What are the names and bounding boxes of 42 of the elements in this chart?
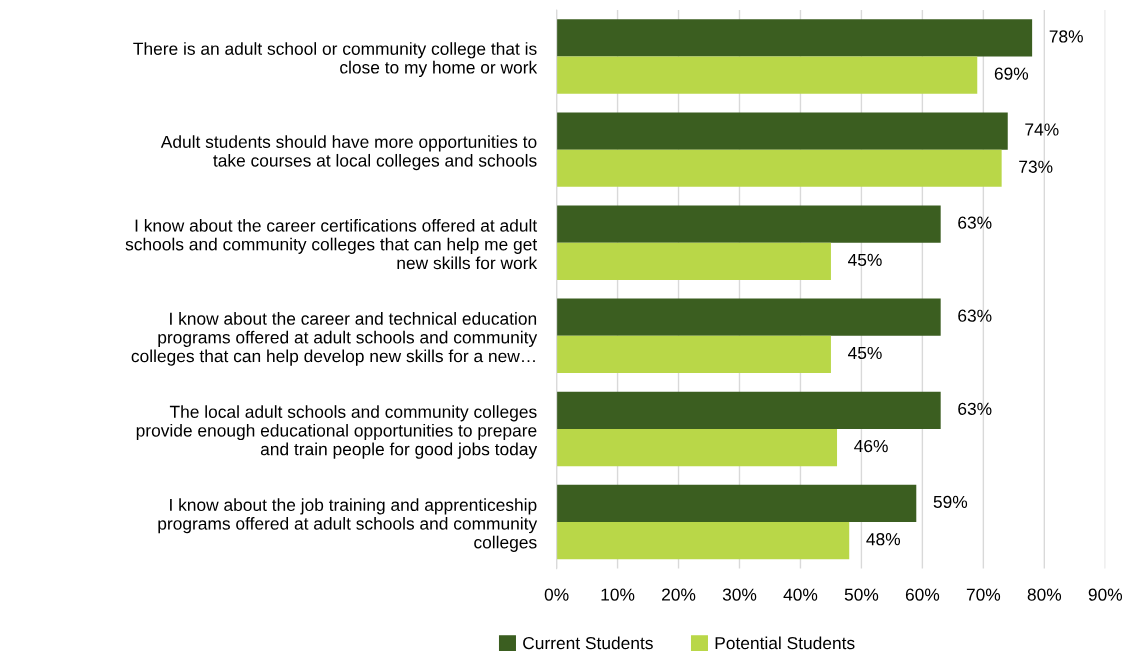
x-tick-label: 90%	[1088, 588, 1123, 601]
bar	[556, 391, 941, 429]
y-tick-label: There is an adult school or community college that is close to my home or work	[133, 42, 538, 78]
data-label: 74%	[1025, 123, 1059, 136]
bar	[556, 112, 1008, 150]
data-label: 73%	[1019, 160, 1053, 173]
bar	[556, 335, 831, 374]
bar	[556, 298, 941, 336]
y-tick-label: I know about the career certifications offered at adult schools and community colleges that can help me get new skills for work	[125, 218, 538, 270]
x-tick-label: 0%	[544, 588, 569, 601]
x-tick-label: 50%	[844, 588, 879, 601]
bar	[556, 205, 941, 243]
data-label: 78%	[1049, 30, 1083, 43]
data-label: 46%	[854, 439, 888, 453]
bar	[556, 428, 838, 467]
bar	[556, 149, 1002, 187]
x-tick-label: 30%	[722, 588, 757, 601]
data-label: 48%	[866, 533, 901, 546]
x-tick-label: 20%	[662, 588, 696, 601]
data-label: 59%	[933, 495, 968, 509]
bar	[556, 484, 917, 523]
y-tick-label: The local adult schools and community colleges provide enough educational opportunities to prepare and train people for good jobs today	[136, 405, 538, 459]
data-label: 45%	[848, 346, 882, 360]
data-label: 63%	[958, 309, 992, 322]
y-tick-label: Adult students should have more opportunities to take courses at local colleges and schools	[160, 135, 537, 171]
x-tick-label: 70%	[966, 588, 1001, 601]
x-tick-label: 80%	[1027, 588, 1062, 601]
y-tick-label: I know about the career and technical education programs offered at adult schools and community colleges that can help develop new skills for a new…	[131, 312, 538, 366]
data-label: 63%	[958, 216, 992, 229]
legend-label: Current Students	[523, 636, 653, 650]
x-tick-label: 60%	[905, 588, 940, 601]
data-label: 69%	[994, 67, 1029, 80]
x-tick-label: 40%	[783, 588, 818, 601]
legend-label: Potential Students	[715, 636, 855, 650]
data-label: 63%	[958, 402, 992, 415]
x-tick-label: 10%	[601, 588, 635, 601]
bar	[556, 19, 1033, 57]
bar	[556, 242, 831, 280]
bar	[556, 56, 978, 94]
bar	[556, 522, 850, 560]
data-label: 45%	[848, 253, 882, 267]
y-tick-label: I know about the job training and apprenticeship programs offered at adult schools and community colleges	[158, 498, 538, 552]
